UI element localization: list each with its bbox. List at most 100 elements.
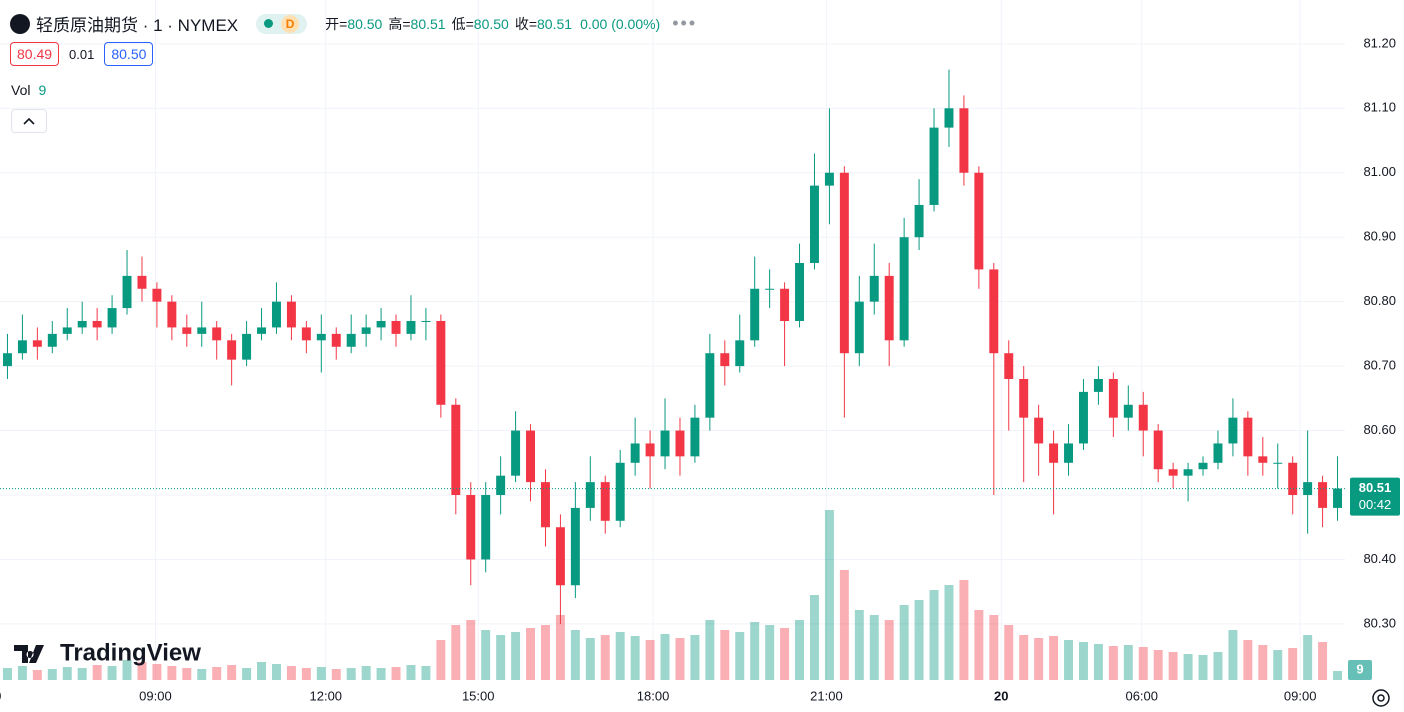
candle-body — [899, 237, 909, 341]
candle-body — [1123, 404, 1133, 418]
candle-body — [286, 301, 296, 328]
volume-bar — [1228, 630, 1238, 680]
more-dots[interactable]: ••• — [672, 13, 698, 33]
logo-text: TradingView — [60, 639, 201, 666]
volume-bar — [690, 635, 700, 680]
y-tick-label: 80.80 — [1363, 293, 1396, 308]
tv-logo: TradingView — [14, 639, 201, 666]
candle-body — [361, 327, 371, 334]
candle-body — [481, 495, 491, 560]
candle-body — [974, 172, 984, 270]
candle-body — [959, 108, 969, 173]
change: 0.00 (0.00%) — [580, 15, 661, 32]
candle-body — [122, 275, 132, 309]
volume-bar — [107, 666, 117, 680]
candle-body — [795, 262, 805, 321]
volume-bar — [765, 625, 775, 680]
ohlc-value: 80.51 — [537, 15, 573, 32]
volume-bar — [1288, 648, 1298, 680]
volume-bar — [1258, 645, 1268, 680]
candle-body — [32, 340, 42, 347]
candle-body — [152, 288, 162, 302]
settings-icon[interactable] — [1372, 689, 1390, 707]
volume-bar — [1019, 635, 1029, 680]
volume-bar — [1078, 642, 1088, 680]
candle-body — [1273, 462, 1283, 464]
candle-body — [2, 353, 12, 367]
volume-bar — [1213, 652, 1223, 680]
candle-body — [1183, 469, 1193, 476]
candle-body — [271, 301, 281, 328]
legend-row: 轻质原油期货 · 1 · NYMEX D 开=80.50 高=80.51 低=80.… — [10, 11, 697, 36]
volume-bar — [271, 664, 281, 680]
volume-bar — [526, 628, 536, 680]
candle-body — [1064, 443, 1074, 463]
volume-bar — [17, 666, 27, 680]
y-tick-label: 80.90 — [1363, 229, 1396, 244]
volume-bar — [540, 625, 550, 680]
volume-bar — [929, 590, 939, 680]
volume-bar — [1049, 636, 1059, 680]
candle-body — [884, 275, 894, 341]
settings-icon-core — [1377, 694, 1385, 702]
volume-bar — [705, 620, 715, 680]
candle-body — [466, 495, 476, 560]
x-tick-label: 09:00 — [139, 688, 172, 703]
y-tick-label: 81.10 — [1363, 100, 1396, 115]
volume-bar — [376, 668, 386, 680]
volume-bar — [585, 638, 595, 680]
candle-body — [660, 430, 670, 457]
volume-bar — [451, 625, 461, 680]
candle-body — [421, 320, 431, 322]
candle-body — [496, 475, 506, 496]
candle-body — [511, 430, 521, 476]
candle-body — [436, 320, 446, 405]
candle-body — [1333, 488, 1343, 508]
volume-bar — [1004, 625, 1014, 680]
spread: 0.01 — [69, 46, 95, 62]
volume-bar — [1243, 640, 1253, 680]
quote-row: 80.49 0.01 80.50 — [10, 42, 154, 66]
candle-body — [839, 172, 849, 354]
candle-body — [316, 333, 326, 341]
volume-bar — [286, 666, 296, 680]
volume-bar — [122, 660, 132, 680]
volume-bar — [227, 665, 237, 680]
vol-value: 9 — [38, 82, 47, 98]
candle-body — [1108, 378, 1118, 418]
volume-bar — [242, 668, 252, 680]
ask[interactable]: 80.50 — [104, 42, 154, 66]
candle-body — [600, 482, 610, 521]
volume-bar — [959, 580, 969, 680]
ohlc-item: 低=80.50 — [452, 14, 509, 34]
vol-legend: Vol 9 — [11, 82, 46, 98]
candle-body — [1318, 482, 1328, 508]
volume-bar — [1064, 640, 1074, 680]
x-tick-label: 06:00 — [0, 688, 1, 703]
y-tick-label: 80.60 — [1363, 422, 1396, 437]
volume-bar — [212, 667, 222, 680]
bid[interactable]: 80.49 — [10, 42, 60, 66]
volume-bar — [839, 570, 849, 680]
axes: 80.30 80.40 80.50 80.60 80.70 80.80 80.90 81.00… — [0, 35, 1400, 703]
collapse-button[interactable] — [11, 109, 47, 133]
status-badge[interactable]: D — [256, 13, 308, 34]
candle-body — [690, 417, 700, 457]
volume-bar — [1318, 642, 1328, 680]
candle-body — [854, 301, 864, 354]
candle-body — [1198, 462, 1208, 470]
logo-icon — [14, 645, 44, 663]
ohlc-value: 80.50 — [347, 15, 383, 32]
volume-pane — [2, 510, 1343, 680]
volume-bar — [2, 668, 12, 680]
ohlc-item: 开=80.50 — [325, 14, 382, 34]
y-tick-label: 80.70 — [1363, 358, 1396, 373]
volume-bar — [1108, 646, 1118, 680]
candle-body — [346, 333, 356, 347]
volume-bar — [152, 664, 162, 680]
candle-body — [77, 320, 87, 328]
candle-body — [1138, 404, 1148, 431]
ohlc-values: 开=80.50 高=80.51 低=80.50 收=80.51 — [325, 14, 572, 34]
volume-bar — [899, 605, 909, 680]
volume-bar — [974, 610, 984, 680]
